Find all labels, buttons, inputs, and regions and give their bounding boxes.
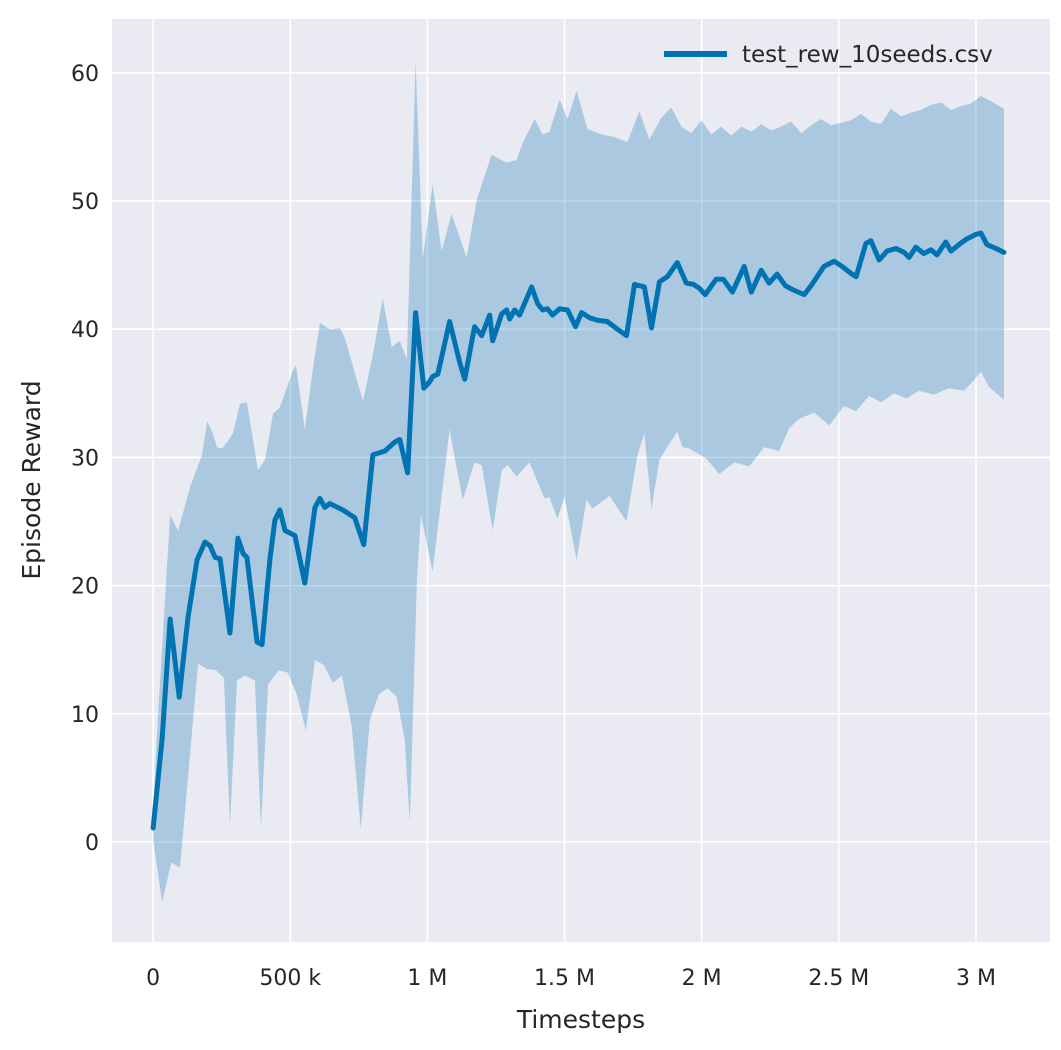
y-tick-label: 20 (71, 575, 99, 600)
y-tick-label: 60 (71, 62, 99, 87)
y-tick-label: 40 (71, 318, 99, 343)
y-tick-labels: 0 10 20 30 40 50 60 (71, 62, 99, 856)
x-tick-label: 2.5 M (808, 966, 869, 991)
x-tick-label: 2 M (682, 966, 722, 991)
confidence-band (153, 61, 1004, 903)
plot-panel (112, 19, 1050, 942)
x-tick-label: 500 k (259, 966, 321, 991)
gridlines (112, 19, 1050, 942)
legend: test_rew_10seeds.csv (664, 42, 993, 68)
y-tick-label: 10 (71, 703, 99, 728)
x-axis-label: Timesteps (516, 1005, 645, 1034)
mean-reward-line (150, 230, 1007, 831)
x-tick-label: 1 M (407, 966, 447, 991)
x-tick-label: 3 M (956, 966, 996, 991)
legend-label: test_rew_10seeds.csv (742, 42, 993, 68)
x-tick-label: 1.5 M (534, 966, 595, 991)
y-tick-label: 0 (85, 831, 99, 856)
x-tick-label: 0 (146, 966, 160, 991)
y-tick-label: 50 (71, 190, 99, 215)
x-tick-labels: 0 500 k 1 M 1.5 M 2 M 2.5 M 3 M (146, 966, 996, 991)
y-tick-label: 30 (71, 446, 99, 471)
y-axis-label: Episode Reward (17, 380, 46, 579)
